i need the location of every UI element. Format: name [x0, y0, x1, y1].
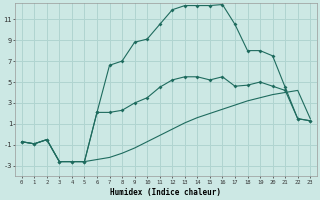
X-axis label: Humidex (Indice chaleur): Humidex (Indice chaleur) [110, 188, 221, 197]
